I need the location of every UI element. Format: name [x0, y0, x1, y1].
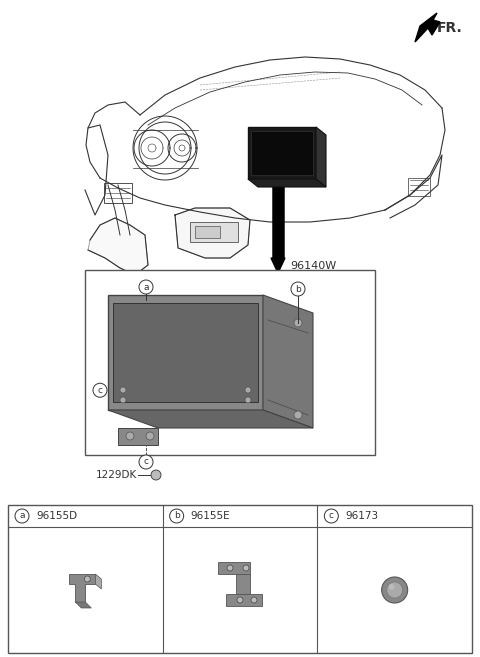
Circle shape: [120, 397, 126, 403]
Text: 96173: 96173: [345, 511, 378, 521]
Circle shape: [294, 319, 302, 327]
Text: a: a: [143, 283, 149, 292]
Polygon shape: [69, 574, 96, 602]
Circle shape: [387, 582, 403, 598]
Text: 96140W: 96140W: [290, 261, 336, 271]
Circle shape: [389, 584, 395, 590]
Polygon shape: [88, 218, 148, 275]
Circle shape: [324, 509, 338, 523]
Polygon shape: [226, 594, 262, 606]
Text: b: b: [174, 512, 180, 520]
Polygon shape: [415, 13, 440, 42]
Bar: [251, 131, 313, 175]
Circle shape: [126, 432, 134, 440]
Bar: [195, 226, 220, 238]
Circle shape: [294, 411, 302, 419]
Polygon shape: [108, 410, 313, 428]
Circle shape: [84, 576, 90, 582]
Circle shape: [151, 470, 161, 480]
Circle shape: [237, 597, 243, 603]
Bar: [8, 505, 472, 653]
Polygon shape: [218, 562, 250, 574]
Circle shape: [243, 565, 249, 571]
Circle shape: [15, 509, 29, 523]
Circle shape: [382, 577, 408, 603]
Bar: [248, 127, 316, 179]
Bar: [113, 303, 258, 402]
Polygon shape: [316, 127, 326, 187]
Bar: [104, 183, 132, 203]
Text: FR.: FR.: [437, 21, 463, 35]
Polygon shape: [75, 602, 91, 608]
Polygon shape: [96, 574, 101, 589]
Polygon shape: [175, 208, 250, 258]
Circle shape: [139, 455, 153, 469]
Bar: [85, 270, 375, 455]
Polygon shape: [263, 295, 313, 428]
Text: c: c: [97, 386, 103, 395]
Circle shape: [169, 509, 184, 523]
Text: 96155E: 96155E: [191, 511, 230, 521]
Text: b: b: [295, 284, 301, 294]
Circle shape: [139, 280, 153, 294]
Text: c: c: [329, 512, 334, 520]
Circle shape: [93, 383, 107, 397]
Circle shape: [120, 387, 126, 393]
Bar: [190, 222, 238, 242]
Polygon shape: [118, 428, 158, 445]
Polygon shape: [236, 574, 250, 594]
Circle shape: [291, 282, 305, 296]
Bar: [108, 295, 263, 410]
Polygon shape: [271, 258, 285, 273]
Text: 96155D: 96155D: [36, 511, 77, 521]
Circle shape: [146, 432, 154, 440]
Circle shape: [245, 387, 251, 393]
Text: a: a: [19, 512, 25, 520]
Circle shape: [227, 565, 233, 571]
Text: c: c: [144, 457, 148, 466]
Circle shape: [251, 597, 257, 603]
Bar: [408, 178, 430, 196]
Circle shape: [245, 397, 251, 403]
Text: 1229DK: 1229DK: [96, 470, 137, 480]
Polygon shape: [248, 179, 326, 187]
